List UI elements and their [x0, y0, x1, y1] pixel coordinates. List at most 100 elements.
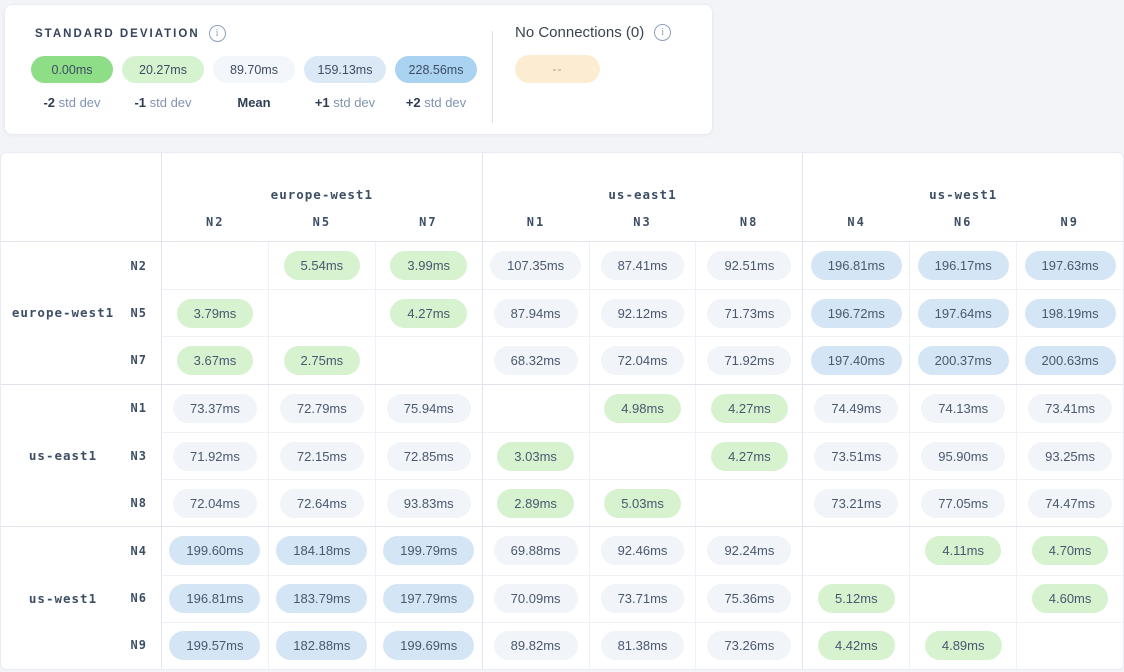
latency-pill[interactable]: 3.79ms [176, 298, 254, 328]
latency-cell[interactable]: 4.27ms [695, 384, 802, 432]
latency-pill[interactable]: 196.81ms [169, 584, 261, 614]
latency-pill[interactable]: 72.04ms [600, 346, 685, 376]
latency-pill[interactable]: 198.19ms [1024, 298, 1116, 328]
latency-cell[interactable]: 4.89ms [909, 621, 1017, 669]
latency-pill[interactable]: 72.64ms [279, 488, 364, 518]
latency-pill[interactable]: 4.98ms [604, 393, 681, 423]
latency-pill[interactable]: 2.75ms [283, 346, 361, 376]
latency-cell[interactable]: 73.71ms [588, 574, 696, 622]
latency-cell[interactable]: 4.27ms [374, 289, 482, 337]
latency-pill[interactable]: 197.79ms [383, 584, 475, 614]
latency-pill[interactable]: 72.04ms [173, 488, 257, 518]
latency-cell[interactable]: 2.75ms [267, 336, 375, 384]
latency-pill[interactable]: 200.63ms [1024, 346, 1116, 376]
latency-pill[interactable]: 5.54ms [283, 251, 361, 281]
latency-cell[interactable]: 71.92ms [695, 336, 803, 384]
latency-pill[interactable]: 197.40ms [810, 346, 902, 376]
latency-pill[interactable]: 92.12ms [600, 298, 685, 328]
latency-pill[interactable]: 4.27ms [711, 393, 788, 423]
latency-cell[interactable]: 72.64ms [267, 479, 375, 527]
latency-cell[interactable]: 107.35ms [481, 242, 589, 290]
latency-pill[interactable]: 71.73ms [707, 298, 792, 328]
latency-pill[interactable]: 87.41ms [600, 251, 685, 281]
latency-pill[interactable]: 93.25ms [1028, 441, 1112, 471]
latency-cell[interactable]: 4.11ms [909, 527, 1016, 575]
latency-cell[interactable]: 77.05ms [909, 479, 1017, 527]
latency-cell[interactable]: 74.13ms [909, 384, 1016, 432]
latency-cell[interactable]: 71.73ms [695, 289, 803, 337]
latency-cell[interactable]: 196.17ms [909, 242, 1016, 290]
latency-pill[interactable]: 199.60ms [169, 536, 261, 566]
latency-pill[interactable]: 74.47ms [1028, 488, 1112, 518]
latency-cell[interactable]: 3.03ms [481, 431, 589, 480]
latency-cell[interactable]: 197.79ms [374, 574, 482, 622]
latency-pill[interactable]: 72.79ms [279, 393, 364, 423]
latency-cell[interactable]: 93.83ms [374, 479, 482, 527]
latency-pill[interactable]: 183.79ms [276, 584, 368, 614]
latency-cell[interactable]: 92.51ms [695, 242, 802, 290]
latency-cell[interactable]: 196.81ms [161, 574, 268, 622]
latency-cell[interactable]: 75.36ms [695, 574, 803, 622]
latency-pill[interactable]: 196.81ms [810, 251, 902, 281]
latency-cell[interactable]: 3.99ms [374, 242, 482, 290]
latency-pill[interactable]: 74.13ms [921, 393, 1006, 423]
latency-pill[interactable]: 197.64ms [917, 298, 1009, 328]
latency-cell[interactable]: 199.79ms [374, 527, 482, 575]
latency-cell[interactable]: 73.51ms [802, 431, 910, 480]
latency-cell[interactable]: 72.15ms [267, 431, 375, 480]
latency-pill[interactable]: 199.57ms [169, 631, 261, 661]
latency-pill[interactable]: 4.60ms [1031, 584, 1109, 614]
latency-cell[interactable]: 5.03ms [588, 479, 696, 527]
latency-pill[interactable]: 92.24ms [707, 536, 792, 566]
latency-pill[interactable]: 69.88ms [493, 536, 578, 566]
latency-pill[interactable]: 73.37ms [173, 393, 257, 423]
latency-cell[interactable]: 5.54ms [267, 242, 375, 290]
latency-pill[interactable]: 70.09ms [493, 584, 578, 614]
latency-pill[interactable]: 92.51ms [707, 251, 792, 281]
latency-cell[interactable]: 183.79ms [267, 574, 375, 622]
latency-cell[interactable]: 199.69ms [374, 621, 482, 669]
latency-cell[interactable]: 197.40ms [802, 336, 910, 384]
latency-cell[interactable]: 74.49ms [802, 384, 909, 432]
latency-cell[interactable]: 72.04ms [161, 479, 268, 527]
latency-cell[interactable]: 200.63ms [1016, 336, 1123, 384]
latency-pill[interactable]: 3.03ms [497, 441, 574, 471]
latency-cell[interactable]: 200.37ms [909, 336, 1017, 384]
latency-cell[interactable]: 72.85ms [374, 431, 482, 480]
latency-cell[interactable]: 92.46ms [588, 527, 696, 575]
latency-cell[interactable]: 92.24ms [695, 527, 802, 575]
latency-cell[interactable]: 75.94ms [374, 384, 482, 432]
latency-cell[interactable]: 197.64ms [909, 289, 1017, 337]
latency-cell[interactable]: 71.92ms [161, 431, 268, 480]
latency-pill[interactable]: 2.89ms [497, 488, 574, 518]
latency-cell[interactable]: 182.88ms [267, 621, 375, 669]
latency-pill[interactable]: 197.63ms [1024, 251, 1116, 281]
latency-pill[interactable]: 73.26ms [707, 631, 792, 661]
latency-pill[interactable]: 68.32ms [493, 346, 578, 376]
latency-cell[interactable]: 74.47ms [1016, 479, 1123, 527]
latency-pill[interactable]: 107.35ms [490, 251, 582, 281]
latency-pill[interactable]: 89.82ms [493, 631, 578, 661]
latency-cell[interactable]: 184.18ms [267, 527, 375, 575]
latency-cell[interactable]: 72.79ms [267, 384, 375, 432]
latency-cell[interactable]: 87.94ms [481, 289, 589, 337]
latency-pill[interactable]: 196.72ms [810, 298, 902, 328]
latency-pill[interactable]: 4.27ms [390, 298, 468, 328]
latency-pill[interactable]: 74.49ms [814, 393, 899, 423]
latency-cell[interactable]: 3.67ms [161, 336, 268, 384]
latency-cell[interactable]: 4.70ms [1016, 527, 1123, 575]
latency-pill[interactable]: 93.83ms [386, 488, 471, 518]
latency-pill[interactable]: 4.27ms [711, 441, 788, 471]
latency-pill[interactable]: 81.38ms [600, 631, 685, 661]
latency-pill[interactable]: 73.21ms [814, 488, 899, 518]
latency-pill[interactable]: 4.70ms [1031, 536, 1109, 566]
latency-cell[interactable]: 73.37ms [161, 384, 268, 432]
latency-cell[interactable]: 4.60ms [1016, 574, 1123, 622]
latency-pill[interactable]: 75.36ms [707, 584, 792, 614]
latency-pill[interactable]: 73.51ms [814, 441, 899, 471]
latency-pill[interactable]: 182.88ms [276, 631, 368, 661]
latency-cell[interactable]: 70.09ms [481, 574, 589, 622]
latency-pill[interactable]: 184.18ms [276, 536, 368, 566]
latency-pill[interactable]: 72.15ms [279, 441, 364, 471]
latency-pill[interactable]: 3.99ms [390, 251, 468, 281]
